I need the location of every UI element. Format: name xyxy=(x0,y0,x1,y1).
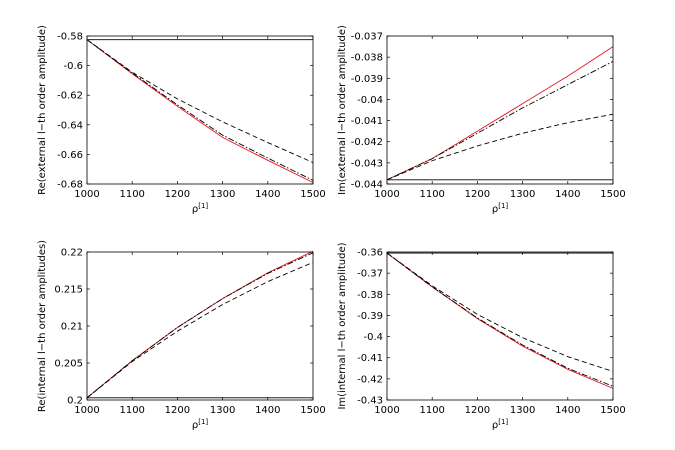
x-tick-label: 1400 xyxy=(255,405,280,416)
y-axis-label: Re(external l−th order amplitude) xyxy=(37,25,48,195)
y-tick-label: 0.21 xyxy=(61,322,83,333)
x-axis-label: ρ[1] xyxy=(192,202,209,215)
x-tick-label: 1200 xyxy=(165,405,190,416)
x-tick-label: 1400 xyxy=(555,405,580,416)
y-tick-label: -0.037 xyxy=(351,32,383,43)
y-tick-label: -0.04 xyxy=(357,95,383,106)
x-tick-label: 1500 xyxy=(300,189,325,200)
series-line-dashdot-3 xyxy=(386,252,614,387)
x-tick-label: 1400 xyxy=(555,189,580,200)
chart-panel-4: 1000 1100 1200 1300 1400 1500 -0.36 -0.37 -0.38 -… xyxy=(337,242,626,431)
axes-frame xyxy=(386,251,614,401)
chart-panel-1: 1000 1100 1200 1300 1400 1500 -0.58 -0.6 -0.62 -0… xyxy=(37,25,326,215)
x-tick-label: 1100 xyxy=(119,189,144,200)
y-tick-label: -0.041 xyxy=(351,116,383,127)
x-axis-label: ρ[1] xyxy=(192,418,209,431)
series-line-dashdot-3 xyxy=(386,60,614,181)
y-axis-label: Im(internal l−th order amplitude) xyxy=(337,242,348,409)
x-tick-label: 1500 xyxy=(300,405,325,416)
x-axis-label: ρ[1] xyxy=(492,202,509,215)
y-tick-label: -0.39 xyxy=(357,311,383,322)
series-line-dashed-4 xyxy=(86,39,314,163)
y-tick-label: -0.6 xyxy=(63,61,83,72)
chart-panel-3: 1000 1100 1200 1300 1400 1500 0.2 0.205 0.21 0.21… xyxy=(37,240,326,431)
x-tick-label: 1500 xyxy=(600,405,625,416)
x-tick-label: 1300 xyxy=(210,189,235,200)
x-tick-label: 1300 xyxy=(510,405,535,416)
y-axis-label: Im(external l−th order amplitude) xyxy=(337,25,348,195)
y-tick-label: -0.039 xyxy=(351,74,383,85)
x-axis-label: ρ[1] xyxy=(492,418,509,431)
y-tick-label: 0.2 xyxy=(67,396,83,407)
x-tick-label: 1300 xyxy=(210,405,235,416)
x-tick-label: 1200 xyxy=(465,189,490,200)
x-tick-label: 1100 xyxy=(119,405,144,416)
y-tick-label: -0.42 xyxy=(357,374,383,385)
series-line-dashdot-3 xyxy=(86,252,314,399)
x-tick-label: 1400 xyxy=(255,189,280,200)
y-tick-label: -0.58 xyxy=(57,32,83,43)
series-line-solid-2 xyxy=(386,252,614,389)
x-tick-label: 1300 xyxy=(510,189,535,200)
x-tick-label: 1000 xyxy=(374,405,399,416)
x-tick-label: 1000 xyxy=(74,405,99,416)
axes-frame xyxy=(86,35,314,185)
y-tick-label: -0.43 xyxy=(357,396,383,407)
x-tick-label: 1500 xyxy=(600,189,625,200)
y-tick-label: 0.22 xyxy=(61,248,83,259)
y-tick-label: -0.37 xyxy=(357,269,383,280)
y-tick-label: -0.41 xyxy=(357,353,383,364)
y-tick-label: -0.66 xyxy=(57,150,83,161)
x-tick-label: 1200 xyxy=(165,189,190,200)
y-tick-label: 0.205 xyxy=(54,359,83,370)
y-tick-label: -0.043 xyxy=(351,158,383,169)
y-tick-label: -0.4 xyxy=(363,332,383,343)
x-tick-label: 1200 xyxy=(465,405,490,416)
series-line-solid-2 xyxy=(86,39,314,183)
chart-panel-2: 1000 1100 1200 1300 1400 1500 -0.037 -0.038 -0.0… xyxy=(337,25,626,215)
series-line-dashdot-3 xyxy=(86,39,314,181)
y-tick-label: -0.38 xyxy=(357,290,383,301)
x-tick-label: 1000 xyxy=(74,189,99,200)
x-tick-label: 1100 xyxy=(419,405,444,416)
y-tick-label: -0.62 xyxy=(57,91,83,102)
x-tick-label: 1000 xyxy=(374,189,399,200)
series-line-dashed-4 xyxy=(386,113,614,181)
y-tick-label: -0.044 xyxy=(351,180,383,191)
y-tick-label: -0.64 xyxy=(57,120,83,131)
y-axis-label: Re(internal l−th order amplitudes) xyxy=(37,240,48,412)
series-line-dashed-4 xyxy=(386,252,614,372)
series-line-solid-2 xyxy=(86,250,314,399)
axes-frame xyxy=(86,251,314,401)
axes-frame xyxy=(386,35,614,185)
y-tick-label: -0.042 xyxy=(351,137,383,148)
y-tick-label: -0.36 xyxy=(357,248,383,259)
series-line-solid-2 xyxy=(386,46,614,181)
series-line-dashed-4 xyxy=(86,261,314,399)
x-tick-label: 1100 xyxy=(419,189,444,200)
y-tick-label: -0.038 xyxy=(351,53,383,64)
y-tick-label: -0.68 xyxy=(57,180,83,191)
y-tick-label: 0.215 xyxy=(54,285,83,296)
